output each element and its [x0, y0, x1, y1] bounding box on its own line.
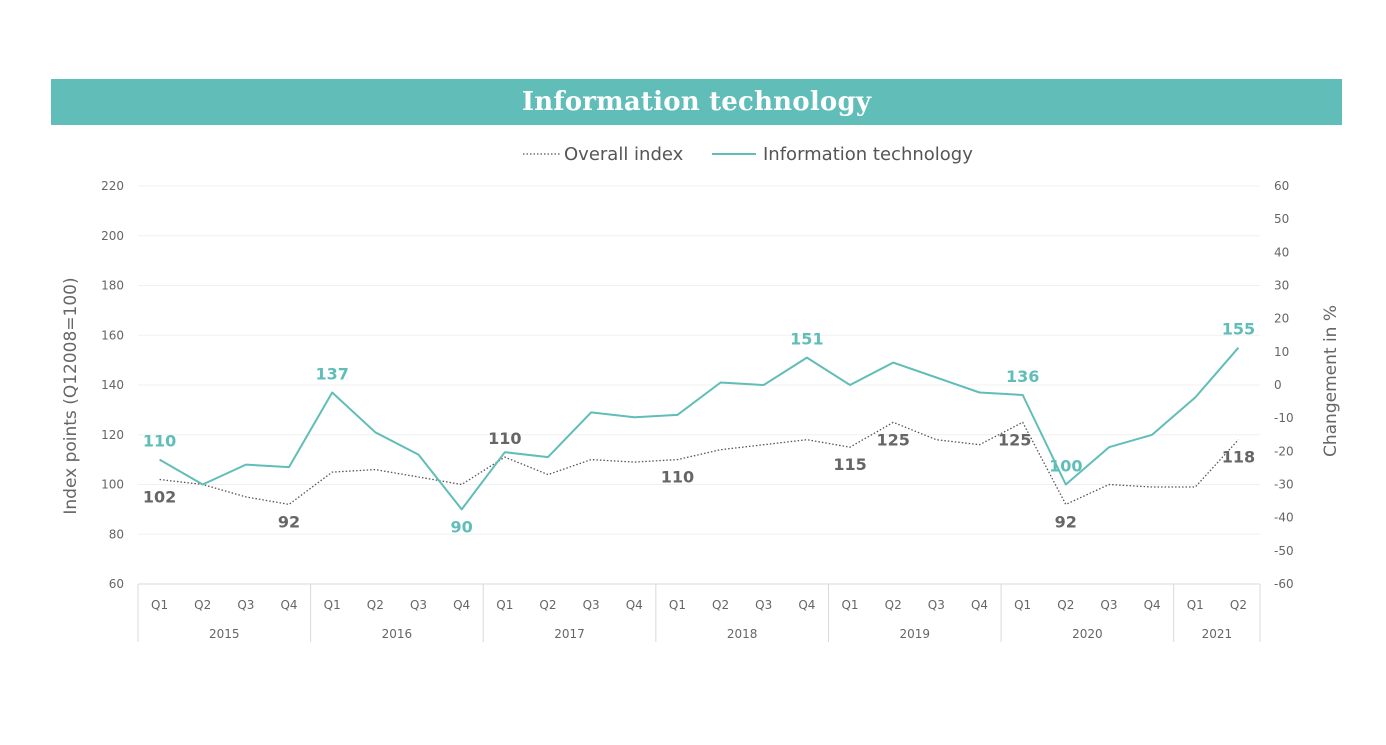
x-tick-label: Q1	[151, 598, 168, 612]
x-tick-label: Q1	[496, 598, 513, 612]
x-tick-label: Q4	[798, 598, 815, 612]
data-label: 118	[1222, 448, 1255, 467]
legend: Overall index Information technology	[523, 144, 973, 165]
data-label: 136	[1006, 367, 1039, 386]
year-label: 2017	[554, 627, 585, 641]
series-lines	[159, 347, 1240, 511]
information-technology-line	[159, 347, 1240, 511]
data-label: 151	[790, 330, 823, 349]
chart-title: Information technology	[521, 87, 872, 117]
y-left-tick-label: 80	[109, 527, 124, 541]
x-tick-label: Q3	[410, 598, 427, 612]
y-left-axis: 60 80 100 120 140 160 180 200 220	[101, 179, 124, 591]
x-tick-label: Q3	[1100, 598, 1117, 612]
x-tick-label: Q4	[280, 598, 297, 612]
title-banner: Information technology	[51, 79, 1342, 125]
y-right-tick-label: 40	[1274, 245, 1289, 259]
data-label: 125	[876, 430, 909, 449]
y-right-tick-label: 50	[1274, 212, 1289, 226]
y-right-axis: -60 -50 -40 -30 -20 -10 0 10 20 30 40 50 60	[1274, 179, 1294, 591]
year-label: 2021	[1202, 627, 1233, 641]
year-label: 2020	[1072, 627, 1103, 641]
y-right-tick-label: -60	[1274, 577, 1294, 591]
x-tick-label: Q4	[453, 598, 470, 612]
data-label: 100	[1049, 457, 1082, 476]
x-tick-label: Q2	[712, 598, 729, 612]
data-label: 102	[143, 488, 176, 507]
data-label: 110	[143, 432, 176, 451]
x-tick-label: Q4	[971, 598, 988, 612]
x-tick-label: Q3	[928, 598, 945, 612]
data-label: 137	[315, 364, 348, 383]
data-labels: 102 92 110 110 115 125 125 92 118 110 137 90 151 136 1…	[143, 320, 1255, 537]
x-tick-label: Q2	[194, 598, 211, 612]
data-label: 110	[661, 468, 694, 487]
data-label: 155	[1222, 320, 1255, 339]
data-label: 92	[1055, 512, 1077, 531]
x-tick-label: Q2	[1057, 598, 1074, 612]
overall-index-line	[159, 421, 1239, 506]
legend-overall-label: Overall index	[564, 144, 684, 165]
legend-it-label: Information technology	[763, 144, 973, 165]
year-label: 2015	[209, 627, 240, 641]
x-tick-label: Q1	[669, 598, 686, 612]
y-right-axis-title: Changement in %	[1321, 305, 1341, 457]
y-right-tick-label: 0	[1274, 378, 1282, 392]
gridlines	[138, 185, 1260, 535]
x-tick-label: Q2	[367, 598, 384, 612]
y-right-tick-label: 60	[1274, 179, 1289, 193]
x-tick-label: Q1	[324, 598, 341, 612]
y-right-tick-label: 30	[1274, 279, 1289, 293]
data-label: 115	[833, 455, 866, 474]
x-tick-label: Q2	[1230, 598, 1247, 612]
year-label: 2016	[382, 627, 413, 641]
y-left-tick-label: 180	[101, 279, 124, 293]
y-right-tick-label: -40	[1274, 511, 1294, 525]
data-label: 90	[451, 517, 473, 536]
x-tick-label: Q2	[885, 598, 902, 612]
year-label: 2019	[899, 627, 930, 641]
y-right-tick-label: -50	[1274, 544, 1294, 558]
x-tick-label: Q1	[1014, 598, 1031, 612]
y-left-tick-label: 220	[101, 179, 124, 193]
data-label: 92	[278, 512, 300, 531]
y-right-tick-label: -20	[1274, 444, 1294, 458]
y-left-axis-title: Index points (Q12008=100)	[61, 277, 81, 514]
x-tick-label: Q4	[626, 598, 643, 612]
x-tick-label: Q3	[583, 598, 600, 612]
x-axis: Q1 Q2 Q3 Q4 Q1 Q2 Q3 Q4 Q1 Q2 Q3 Q4 Q1 Q2 Q3 Q4 Q1 Q2 Q3 Q4…	[137, 583, 1261, 642]
y-left-tick-label: 120	[101, 428, 124, 442]
y-left-tick-label: 100	[101, 478, 124, 492]
x-tick-label: Q3	[755, 598, 772, 612]
y-right-tick-label: 20	[1274, 312, 1289, 326]
y-left-tick-label: 160	[101, 328, 124, 342]
y-left-tick-label: 140	[101, 378, 124, 392]
data-label: 110	[488, 429, 521, 448]
x-tick-label: Q1	[841, 598, 858, 612]
year-label: 2018	[727, 627, 758, 641]
x-tick-label: Q1	[1187, 598, 1204, 612]
data-label: 125	[998, 430, 1031, 449]
y-right-tick-label: -10	[1274, 411, 1294, 425]
y-right-tick-label: -30	[1274, 478, 1294, 492]
x-tick-label: Q4	[1144, 598, 1161, 612]
y-left-tick-label: 60	[109, 577, 124, 591]
y-left-tick-label: 200	[101, 229, 124, 243]
x-tick-label: Q2	[539, 598, 556, 612]
y-right-tick-label: 10	[1274, 345, 1289, 359]
x-tick-label: Q3	[237, 598, 254, 612]
